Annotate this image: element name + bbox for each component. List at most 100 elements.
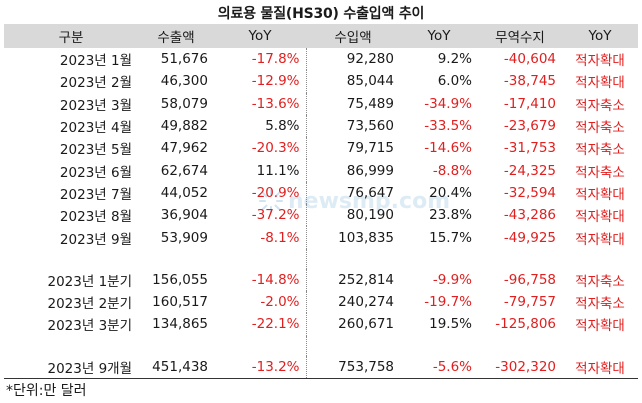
import-value: 79,715 [346,140,394,157]
export-yoy: -20.9% [214,181,307,205]
month-row: 2023년 6월 62,674 11.1% 86,999 -8.8% -24,325 적자축… [4,159,638,182]
month-row: 2023년 4월 49,882 5.8% 73,560 -33.5% -23,679 적자축… [4,114,638,138]
row-label: 2023년 7월 [59,186,132,203]
header-row: 구분 수출액 YoY 수입액 YoY 무역수지 YoY [4,24,638,48]
export-yoy: -12.9% [214,70,307,93]
quarter-row: 2023년 1분기 156,055 -14.8% 252,814 -9.9% -96,75… [4,268,638,291]
export-value: 58,079 [160,95,208,112]
row-label: 2023년 9월 [59,231,132,248]
export-value: 46,300 [160,73,208,90]
balance-value: -40,604 [503,51,556,68]
export-yoy: -14.8% [214,268,307,291]
header-import: 수입액 [334,30,372,46]
balance-value: -43,286 [503,207,556,224]
import-yoy: -14.6% [424,140,472,157]
import-yoy: -9.9% [432,271,472,288]
balance-value: -125,806 [495,316,556,333]
import-value: 80,190 [346,207,394,224]
balance-value: -31,753 [503,140,556,157]
import-yoy: 20.4% [429,184,472,201]
row-label: 2023년 2분기 [47,296,133,313]
trade-table: 구분 수출액 YoY 수입액 YoY 무역수지 YoY 2023년 1월 51,6… [4,24,638,379]
quarter-row: 2023년 3분기 134,865 -22.1% 260,671 19.5% -125,8… [4,313,638,336]
balance-status: 적자축소 [575,97,625,114]
export-value: 134,865 [152,316,208,333]
header-category: 구분 [58,30,84,46]
import-yoy: -5.6% [400,355,478,379]
quarter-row: 2023년 2분기 160,517 -2.0% 240,274 -19.7% -79,75… [4,290,638,314]
balance-value: -79,757 [503,294,556,311]
month-row: 2023년 3월 58,079 -13.6% 75,489 -34.9% -17,410 적… [4,92,638,115]
export-value: 47,962 [160,140,208,157]
export-yoy: -17.8% [214,48,307,71]
row-label: 2023년 3분기 [47,318,133,335]
header-export: 수출액 [157,30,195,46]
balance-value: -49,925 [503,229,556,246]
import-yoy: 19.5% [429,316,472,333]
import-yoy: -19.7% [424,294,472,311]
balance-status: 적자확대 [575,75,625,92]
month-row: 2023년 5월 47,962 -20.3% 79,715 -14.6% -31,753 적… [4,137,638,160]
balance-status: 적자확대 [575,231,625,248]
export-value: 156,055 [152,271,208,288]
row-label: 2023년 2월 [59,75,132,92]
export-yoy: 11.1% [214,159,307,182]
export-value: 49,882 [160,118,208,135]
balance-status: 적자축소 [575,164,625,181]
import-yoy: 23.8% [429,207,472,224]
export-value: 62,674 [160,162,208,179]
table-body: 2023년 1월 51,676 -17.8% 92,280 9.2% -40,604 적자확… [4,48,638,379]
balance-status: 적자확대 [575,53,625,70]
export-value: 51,676 [160,51,208,68]
export-yoy: -13.6% [214,92,307,115]
export-value: 451,438 [138,355,214,379]
import-yoy: -33.5% [424,118,472,135]
row-label: 2023년 1월 [59,53,132,70]
header-balance-yoy: YoY [588,28,612,44]
total-row: 2023년 9개월 451,438 -13.2% 753,758 -5.6% -302,3… [4,355,638,379]
unit-note: *단위:만 달러 [6,383,87,399]
import-value: 76,647 [346,184,394,201]
import-value: 240,274 [338,294,394,311]
import-value: 73,560 [346,118,394,135]
import-value: 85,044 [346,73,394,90]
table-title: 의료용 물질(HS30) 수출입액 추이 [217,6,425,22]
row-label: 2023년 8월 [59,209,132,226]
export-yoy: -13.2% [214,355,307,379]
export-yoy: -22.1% [214,313,307,336]
balance-status: 적자축소 [575,296,625,313]
export-yoy: -37.2% [214,204,307,227]
export-yoy: -2.0% [214,290,307,314]
import-yoy: 15.7% [429,229,472,246]
export-value: 53,909 [160,229,208,246]
month-row: 2023년 1월 51,676 -17.8% 92,280 9.2% -40,604 적자확… [4,48,638,71]
import-yoy: -8.8% [432,162,472,179]
import-value: 260,671 [338,316,394,333]
balance-status: 적자확대 [562,355,638,379]
section-spacer [4,248,638,269]
balance-status: 적자확대 [575,186,625,203]
import-value: 75,489 [346,95,394,112]
balance-value: -17,410 [503,95,556,112]
header-import-yoy: YoY [427,28,451,44]
export-value: 160,517 [152,294,208,311]
balance-status: 적자축소 [575,273,625,290]
balance-value: -38,745 [503,73,556,90]
balance-status: 적자확대 [575,209,625,226]
balance-value: -96,758 [503,271,556,288]
month-row: 2023년 7월 44,052 -20.9% 76,647 20.4% -32,594 적자… [4,181,638,205]
import-value: 103,835 [338,229,394,246]
import-yoy: 6.0% [437,73,472,90]
import-value: 252,814 [338,271,394,288]
row-label: 2023년 9개월 [4,355,138,379]
balance-status: 적자확대 [575,318,625,335]
import-yoy: 9.2% [437,51,472,68]
row-label: 2023년 5월 [59,142,132,159]
month-row: 2023년 2월 46,300 -12.9% 85,044 6.0% -38,745 적자확… [4,70,638,93]
row-label: 2023년 4월 [59,120,132,137]
row-label: 2023년 6월 [59,164,132,181]
export-value: 44,052 [160,184,208,201]
row-label: 2023년 3월 [59,97,132,114]
import-value: 86,999 [346,162,394,179]
import-yoy: -34.9% [424,95,472,112]
